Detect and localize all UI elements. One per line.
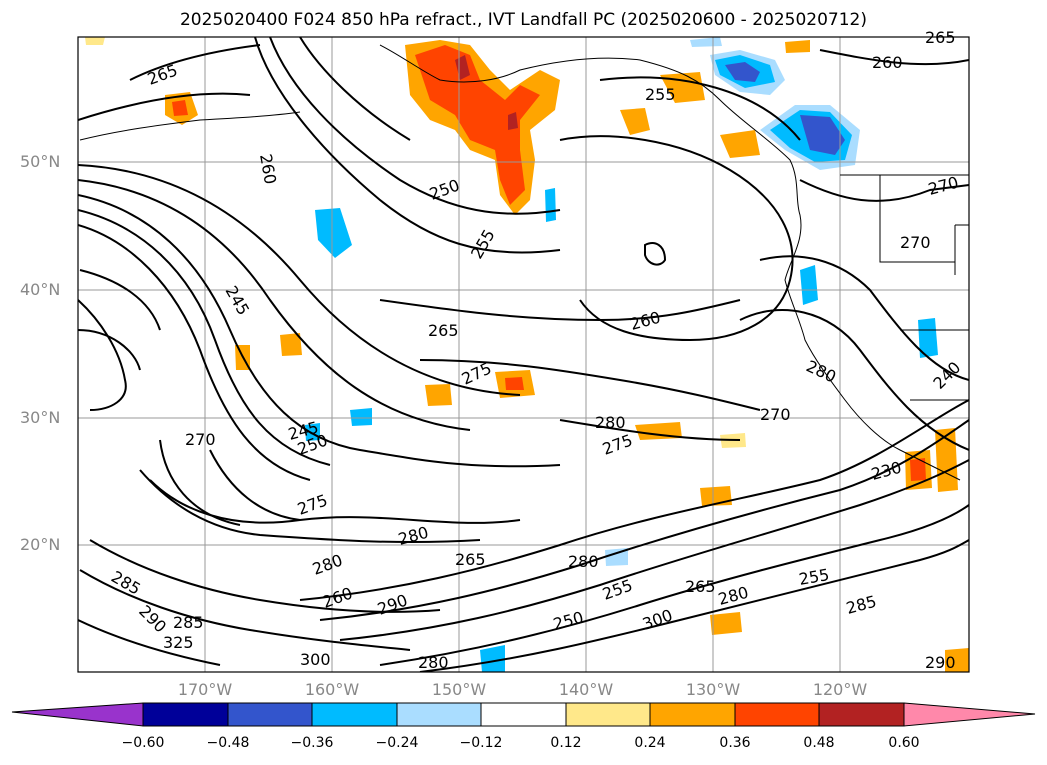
lon-label-150w: 150°W — [431, 680, 487, 699]
colorbar-tick: 0.60 — [888, 735, 920, 751]
colorbar-tick: 0.12 — [550, 735, 582, 751]
contour-label: 265 — [428, 321, 459, 340]
contour-label: 255 — [645, 85, 676, 104]
lon-label-140w: 140°W — [558, 680, 614, 699]
colorbar-segment — [649, 702, 736, 727]
negative-anomaly-shading — [305, 37, 938, 672]
colorbar — [11, 702, 1036, 727]
colorbar-extend-high — [903, 702, 1036, 727]
contour-label: 270 — [185, 430, 216, 449]
map-title: 2025020400 F024 850 hPa refract., IVT La… — [179, 10, 867, 30]
lat-label-40n: 40°N — [20, 280, 61, 299]
colorbar-tick: −0.12 — [459, 735, 503, 751]
contour-label: 280 — [568, 552, 599, 571]
contour-label: 285 — [173, 613, 204, 632]
colorbar-segment — [396, 702, 482, 727]
colorbar-tick: −0.60 — [121, 735, 165, 751]
graticule — [78, 37, 969, 672]
colorbar-tick: −0.48 — [206, 735, 250, 751]
colorbar-tick: 0.48 — [803, 735, 835, 751]
colorbar-tick: 0.36 — [719, 735, 751, 751]
refractivity-contours — [78, 37, 969, 672]
positive-anomaly-shading — [85, 37, 969, 672]
colorbar-extend-low — [11, 702, 144, 727]
lon-label-160w: 160°W — [304, 680, 360, 699]
contour-label: 290 — [925, 653, 956, 672]
contour-label: 260 — [872, 53, 903, 72]
colorbar-tick: −0.36 — [290, 735, 334, 751]
colorbar-tick: −0.24 — [375, 735, 419, 751]
colorbar-segment — [142, 702, 229, 727]
colorbar-segment — [227, 702, 313, 727]
contour-label: 280 — [595, 413, 626, 432]
contour-label: 325 — [163, 633, 194, 652]
colorbar-segment — [818, 702, 905, 727]
lon-label-170w: 170°W — [177, 680, 233, 699]
contour-label: 265 — [685, 577, 716, 596]
lat-label-30n: 30°N — [20, 408, 61, 427]
lon-label-120w: 120°W — [812, 680, 868, 699]
contour-label: 300 — [300, 650, 331, 669]
lon-label-130w: 130°W — [685, 680, 741, 699]
contour-label: 265 — [925, 28, 956, 47]
contour-label: 270 — [900, 233, 931, 252]
map-border — [77, 36, 970, 673]
colorbar-segment — [311, 702, 398, 727]
contour-label: 265 — [455, 550, 486, 569]
colorbar-segment — [734, 702, 820, 727]
contour-label: 270 — [760, 405, 791, 424]
lat-label-20n: 20°N — [20, 535, 61, 554]
colorbar-segment — [480, 702, 567, 727]
lat-label-50n: 50°N — [20, 152, 61, 171]
coastline — [79, 44, 969, 481]
colorbar-tick: 0.24 — [634, 735, 666, 751]
colorbar-segment — [565, 702, 651, 727]
contour-label: 280 — [418, 653, 449, 672]
